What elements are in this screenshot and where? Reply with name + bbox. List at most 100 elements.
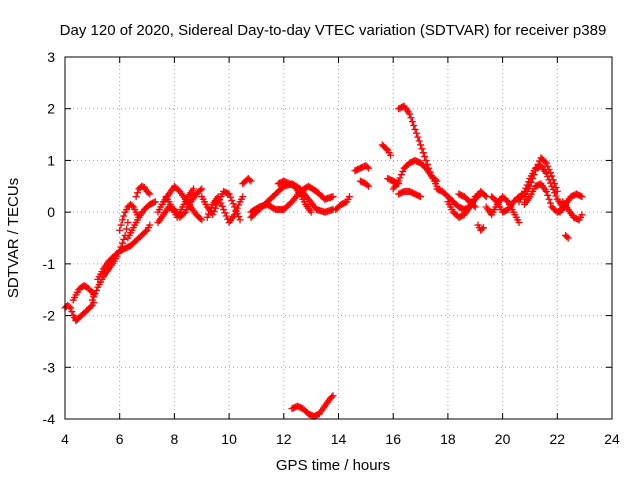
data-point: [470, 202, 478, 210]
x-tick-label: 10: [221, 431, 237, 447]
data-point: [198, 185, 206, 193]
series-late-4: [474, 221, 487, 234]
data-point: [91, 290, 99, 298]
data-point: [92, 286, 100, 294]
data-point: [471, 203, 479, 211]
series-wave-3: [274, 177, 315, 216]
data-point: [492, 197, 500, 205]
data-point: [329, 392, 337, 400]
series-late-3: [455, 190, 479, 211]
data-point: [239, 193, 247, 201]
data-point: [418, 145, 426, 153]
data-point: [221, 209, 229, 217]
data-point: [396, 174, 404, 182]
data-point: [124, 218, 132, 226]
data-point: [225, 190, 233, 198]
data-point: [123, 225, 131, 233]
data-point: [563, 233, 571, 241]
data-point: [564, 234, 572, 242]
x-tick-label: 14: [331, 431, 347, 447]
series-dip: [288, 392, 337, 420]
data-point: [218, 202, 226, 210]
data-point: [235, 201, 243, 209]
data-point: [120, 235, 128, 243]
data-point: [363, 181, 371, 189]
data-point: [545, 165, 553, 173]
y-axis-ticks: -4 -3 -2 -1 0 1 2 3: [43, 49, 612, 427]
series-mid-9: [356, 177, 373, 190]
data-point: [541, 158, 549, 166]
series-peak-2: [389, 156, 441, 193]
data-point: [407, 114, 415, 122]
y-tick-label: 3: [47, 49, 55, 65]
x-axis-ticks: 4 6 8 10 12 14 16 18 20 22 24: [61, 57, 620, 447]
x-tick-label: 6: [116, 431, 124, 447]
data-point: [363, 163, 371, 171]
data-point: [142, 228, 150, 236]
data-point: [503, 197, 511, 205]
x-axis-label: GPS time / hours: [276, 457, 390, 474]
data-point: [553, 187, 561, 195]
data-point: [68, 308, 76, 316]
y-tick-label: -3: [43, 359, 56, 375]
y-tick-label: -1: [43, 256, 56, 272]
data-point: [432, 176, 440, 184]
data-point: [544, 162, 552, 170]
data-point: [247, 177, 255, 185]
data-points: [61, 102, 586, 420]
data-point: [549, 176, 557, 184]
grid-lines: [65, 57, 612, 419]
data-point: [534, 160, 542, 168]
series-mid-6: [239, 175, 255, 188]
data-point: [417, 193, 425, 201]
data-point: [578, 193, 586, 201]
series-late-1: [433, 185, 490, 214]
data-point: [214, 193, 222, 201]
data-point: [65, 303, 73, 311]
data-point: [479, 224, 487, 232]
x-tick-label: 4: [61, 431, 69, 447]
data-point: [236, 216, 244, 224]
data-point: [386, 151, 394, 159]
data-point: [198, 216, 206, 224]
data-point: [365, 182, 373, 190]
x-tick-label: 18: [440, 431, 456, 447]
data-point: [118, 216, 126, 224]
series-peak-4: [384, 175, 403, 188]
series-late-12: [559, 198, 586, 224]
data-point: [546, 169, 554, 177]
data-point: [66, 304, 74, 312]
data-point: [552, 192, 560, 200]
data-point: [217, 199, 225, 207]
data-point: [544, 191, 552, 199]
data-point: [411, 125, 419, 133]
y-axis-label: SDTVAR / TECUs: [5, 178, 22, 298]
x-tick-label: 24: [604, 431, 620, 447]
y-tick-label: -4: [43, 411, 56, 427]
series-late-10: [562, 231, 572, 242]
series-mid-7: [332, 193, 353, 214]
data-point: [578, 211, 586, 219]
series-rise-2: [94, 221, 154, 283]
x-tick-label: 8: [171, 431, 179, 447]
data-point: [542, 159, 550, 167]
data-point: [552, 184, 560, 192]
y-tick-label: 0: [47, 204, 55, 220]
data-point: [530, 171, 538, 179]
data-point: [329, 193, 337, 201]
data-point: [246, 176, 254, 184]
y-tick-label: 2: [47, 101, 55, 117]
data-point: [116, 226, 124, 234]
data-point: [87, 303, 95, 311]
series-mid-5: [203, 193, 247, 226]
data-point: [232, 207, 240, 215]
data-point: [399, 167, 407, 175]
chart-title: Day 120 of 2020, Sidereal Day-to-day VTE…: [60, 22, 607, 39]
data-point: [328, 393, 336, 401]
x-tick-label: 22: [550, 431, 566, 447]
data-point: [477, 190, 485, 198]
data-point: [515, 218, 523, 226]
y-tick-label: -2: [43, 308, 56, 324]
data-point: [542, 187, 550, 195]
